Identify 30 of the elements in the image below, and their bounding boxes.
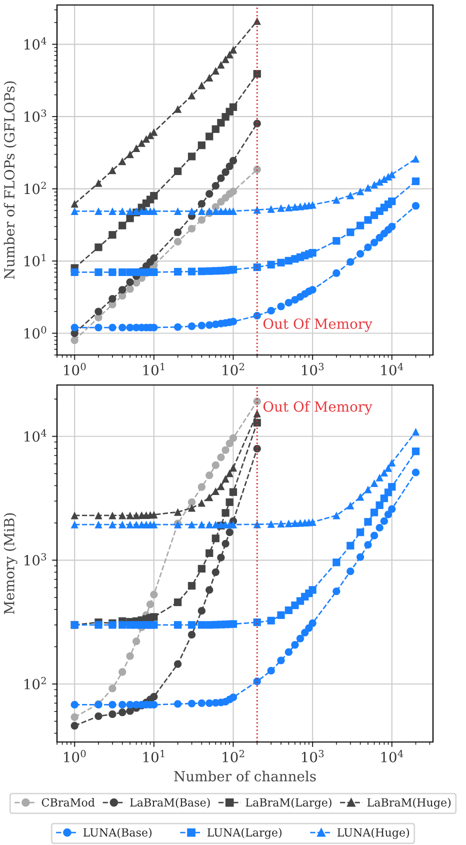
legend-label: LaBraM(Large) [246,798,332,809]
x-tick-label: 10$^{4}$ [381,750,404,762]
x-tick-label: 10$^{1}$ [143,362,164,376]
x-tick-label: 10$^{4}$ [381,362,404,376]
legend-label: CBraMod [42,798,95,807]
y-tick-label: 10$^{2}$ [24,676,46,690]
annotation: Out Of Memory [263,318,372,332]
y-tick-label: 10$^{4}$ [24,37,46,50]
legend-label: LUNA(Base) [83,828,152,838]
legend-label: LUNA(Large) [207,828,282,839]
y-axis-title: Memory (MiB) [4,513,18,614]
x-tick-label: 10$^{3}$ [302,362,324,376]
y-tick-label: 10$^{3}$ [24,553,46,566]
y-tick-label: 10$^{2}$ [24,182,46,194]
y-axis-title: Number of FLOPs (GFLOPs) [4,81,17,280]
legend-label: LaBraM(Huge) [367,798,451,809]
x-tick-label: 10$^{1}$ [143,750,164,762]
legend-label: LaBraM(Base) [130,798,210,808]
x-tick-label: 10$^{2}$ [222,750,244,762]
x-tick-label: 10$^{3}$ [302,750,324,762]
y-tick-label: 10$^{4}$ [24,429,46,442]
x-axis-title: Number of channels [174,770,316,782]
x-tick-label: 10$^{0}$ [64,362,86,376]
annotation: Out Of Memory [263,401,372,415]
x-tick-label: 10$^{0}$ [64,750,86,762]
legend-label: LUNA(Huge) [337,828,410,839]
y-tick-label: 10$^{0}$ [24,326,46,339]
x-tick-label: 10$^{2}$ [222,362,244,376]
y-tick-label: 10$^{1}$ [24,254,46,266]
y-tick-label: 10$^{3}$ [24,109,46,122]
